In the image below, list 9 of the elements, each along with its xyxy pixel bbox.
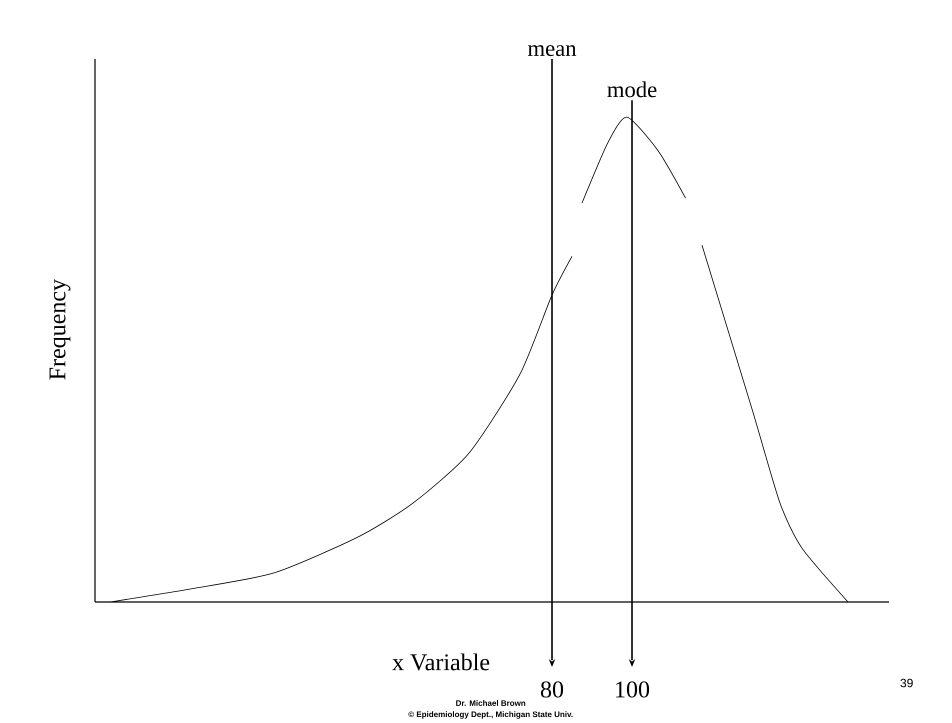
ref-line-label: mean	[528, 45, 576, 56]
text: Dr. Michael Brown	[456, 700, 526, 706]
y-axis-title: Frequency	[50, 279, 70, 380]
x-axis-title: x Variable	[392, 653, 490, 670]
ref-line-label: mode	[607, 81, 656, 98]
x-tick-label: 100	[616, 681, 650, 698]
text: 39	[900, 678, 913, 688]
text: © Epidemiology Dept., Michigan State Univ.	[408, 711, 573, 719]
x-tick-label: 80	[540, 681, 564, 698]
